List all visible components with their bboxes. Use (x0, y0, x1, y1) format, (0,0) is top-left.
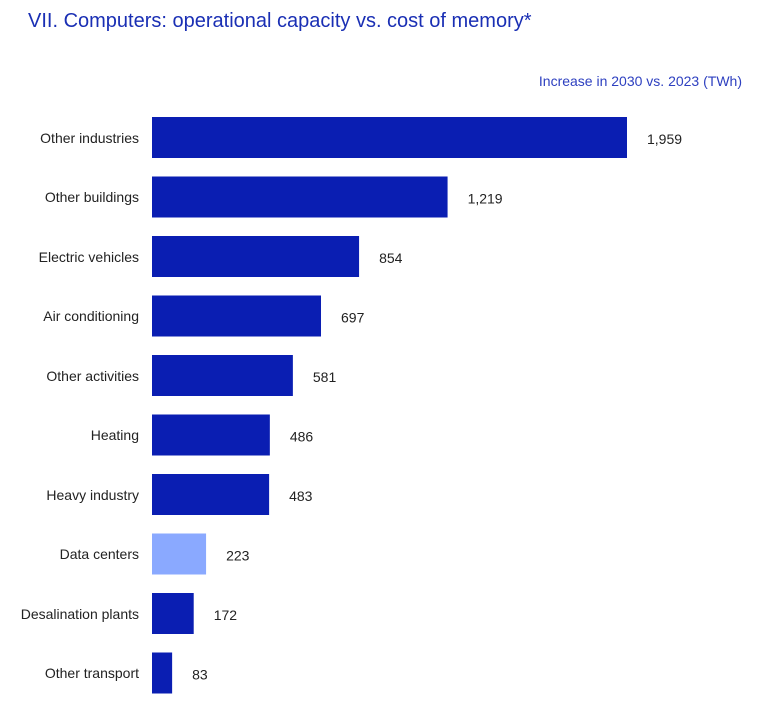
category-label: Data centers (59, 546, 139, 562)
value-label: 581 (313, 369, 337, 385)
value-label: 697 (341, 310, 365, 326)
value-label: 1,959 (647, 131, 682, 147)
bar (152, 295, 322, 337)
category-label: Heating (90, 427, 139, 443)
category-label: Heavy industry (46, 486, 139, 503)
value-label: 854 (379, 250, 403, 266)
chart-subtitle: Increase in 2030 vs. 2023 (TWh) (538, 73, 742, 89)
category-label: Other transport (44, 665, 139, 681)
value-label: 483 (289, 488, 313, 504)
bar (152, 117, 627, 158)
value-label: 83 (192, 667, 208, 683)
bar (152, 593, 194, 634)
value-label: 486 (290, 429, 314, 445)
bar (152, 533, 207, 575)
bar (152, 414, 270, 456)
category-label: Other activities (46, 367, 139, 384)
category-label: Electric vehicles (38, 248, 139, 265)
value-label: 172 (214, 607, 238, 623)
bar (152, 176, 448, 218)
bar (152, 652, 173, 694)
value-label: 223 (226, 548, 250, 564)
category-label: Desalination plants (20, 605, 139, 622)
category-label: Other industries (40, 129, 139, 146)
value-label: 1,219 (468, 191, 503, 207)
category-label: Air conditioning (43, 308, 139, 324)
bar (152, 355, 293, 396)
chart-title: VII. Computers: operational capacity vs.… (28, 10, 532, 32)
category-label: Other buildings (44, 189, 139, 205)
bar (152, 474, 270, 515)
bar (152, 236, 360, 277)
